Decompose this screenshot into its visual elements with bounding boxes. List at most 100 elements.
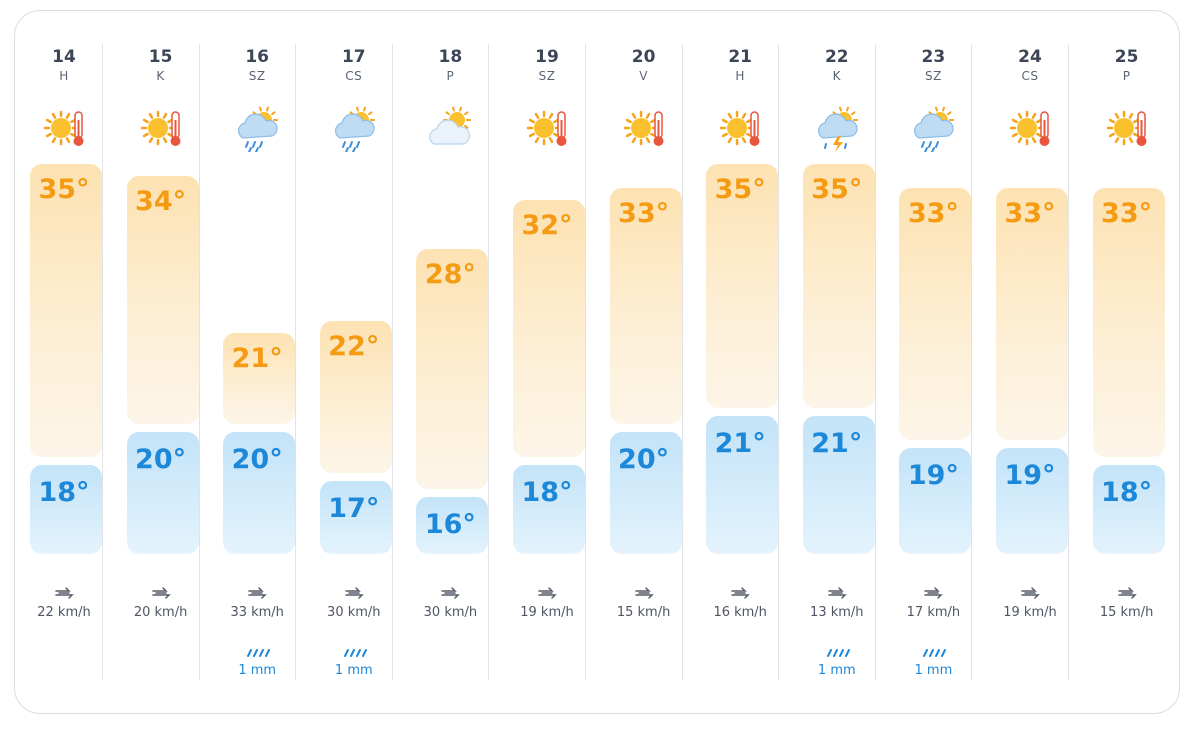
day-date: 18 — [438, 47, 463, 67]
min-temperature: 20° — [135, 444, 187, 476]
forecast-day-16[interactable]: 16 SZ 21° 20° 33 km/h 1 mm — [209, 44, 305, 680]
day-date: 22 — [824, 47, 849, 67]
wind-speed: 20 km/h — [133, 605, 188, 620]
wind-speed: 22 km/h — [37, 605, 91, 620]
max-temperature: 33° — [618, 198, 670, 230]
day-date: 20 — [631, 47, 656, 67]
max-temperature: 33° — [1101, 198, 1153, 230]
max-temperature: 28° — [424, 258, 476, 290]
forecast-day-18[interactable]: 18 P 28° 16° 30 km/h — [402, 44, 498, 680]
max-temperature: 33° — [907, 198, 959, 230]
min-temperature: 19° — [1004, 460, 1056, 492]
day-of-week: P — [446, 69, 455, 83]
day-date: 16 — [245, 47, 270, 67]
day-of-week: CS — [345, 69, 363, 83]
wind-icon — [1117, 585, 1139, 601]
forecast-day-17[interactable]: 17 CS 22° 17° 30 km/h 1 mm — [306, 44, 402, 680]
max-temperature: 33° — [1004, 198, 1056, 230]
column-divider — [102, 44, 103, 680]
forecast-day-24[interactable]: 24 CS 33° 19° 19 km/h — [982, 44, 1078, 680]
wind-icon — [827, 585, 849, 601]
sun-thermometer-icon — [621, 104, 669, 152]
forecast-day-22[interactable]: 22 K 35° 21° 13 km/h 1 mm — [789, 44, 885, 680]
max-temp-bar — [513, 200, 585, 457]
max-temp-bar — [802, 164, 875, 408]
min-temperature: 18° — [521, 476, 573, 508]
max-temperature: 35° — [811, 174, 863, 205]
min-temp-bar — [30, 464, 102, 554]
day-of-week: K — [832, 69, 841, 83]
forecast-day-14[interactable]: 14 H 35° 18° 22 km/h — [16, 44, 112, 680]
min-temperature: 20° — [231, 444, 283, 476]
forecast-day-21[interactable]: 21 H 35° 21° 16 km/h — [692, 44, 788, 680]
max-temperature: 32° — [521, 210, 573, 242]
max-temperature: 21° — [231, 343, 283, 375]
max-temperature: 35° — [714, 174, 766, 205]
day-of-week: SZ — [248, 69, 266, 83]
max-temp-bar — [899, 188, 972, 441]
column-divider — [488, 44, 490, 680]
wind-speed: 30 km/h — [327, 605, 381, 620]
column-divider — [778, 44, 780, 680]
wind-icon — [344, 585, 366, 601]
max-temp-bar — [609, 188, 682, 425]
column-divider — [585, 44, 586, 680]
day-of-week: H — [735, 69, 745, 83]
day-of-week: SZ — [538, 69, 556, 83]
wind-icon — [923, 585, 945, 601]
day-of-week: H — [59, 69, 69, 83]
wind-speed: 15 km/h — [616, 605, 671, 620]
forecast-day-15[interactable]: 15 K 34° 20° 20 km/h — [113, 44, 209, 680]
min-temperature: 16° — [424, 509, 476, 540]
min-temp-bar — [609, 432, 682, 554]
max-temp-bar — [126, 176, 199, 425]
min-temp-bar — [126, 432, 199, 554]
wind-icon — [151, 585, 173, 601]
wind-icon — [730, 585, 752, 601]
min-temperature: 17° — [328, 492, 380, 524]
min-temp-bar — [996, 448, 1068, 554]
day-date: 15 — [148, 47, 173, 67]
sun-thermometer-icon — [138, 104, 186, 152]
column-divider — [295, 44, 297, 680]
min-temp-bar — [1092, 464, 1165, 554]
forecast-day-20[interactable]: 20 V 33° 20° 15 km/h — [596, 44, 692, 680]
rain-icon — [921, 645, 947, 659]
wind-icon — [440, 585, 462, 601]
sun-thermometer-icon — [1104, 104, 1152, 152]
day-of-week: K — [156, 69, 165, 83]
wind-speed: 19 km/h — [1003, 605, 1057, 620]
wind-speed: 16 km/h — [713, 605, 767, 620]
rain-icon — [825, 645, 851, 659]
wind-icon — [54, 585, 76, 601]
day-date: 24 — [1018, 47, 1042, 67]
max-temperature: 34° — [135, 186, 187, 218]
wind-icon — [1020, 585, 1042, 601]
day-date: 23 — [921, 47, 946, 67]
day-of-week: SZ — [924, 69, 942, 83]
day-date: 21 — [728, 47, 753, 67]
column-divider — [391, 44, 393, 680]
max-temp-bar — [706, 164, 779, 408]
wind-speed: 13 km/h — [810, 605, 864, 620]
forecast-day-23[interactable]: 23 SZ 33° 19° 17 km/h 1 mm — [885, 44, 981, 680]
sun-thermometer-icon — [717, 104, 765, 152]
column-divider — [971, 44, 973, 680]
sun-thermometer-icon — [1007, 104, 1055, 152]
min-temperature: 19° — [907, 460, 959, 492]
max-temp-bar — [416, 248, 489, 489]
column-divider — [1068, 44, 1069, 680]
min-temp-bar — [416, 497, 489, 554]
max-temp-bar — [319, 321, 392, 473]
wind-speed: 30 km/h — [423, 605, 478, 620]
thunderstorm-cloud-icon — [814, 104, 862, 152]
forecast-day-19[interactable]: 19 SZ 32° 18° 19 km/h — [499, 44, 595, 680]
day-of-week: P — [1122, 69, 1131, 83]
max-temperature: 22° — [328, 331, 380, 363]
column-divider — [874, 44, 876, 680]
forecast-day-25[interactable]: 25 P 33° 18° 15 km/h — [1079, 44, 1175, 680]
min-temperature: 18° — [38, 476, 90, 508]
precipitation-amount: 1 mm — [334, 663, 373, 678]
rain-cloud-sun-icon — [234, 104, 282, 153]
precipitation-amount: 1 mm — [817, 663, 856, 678]
